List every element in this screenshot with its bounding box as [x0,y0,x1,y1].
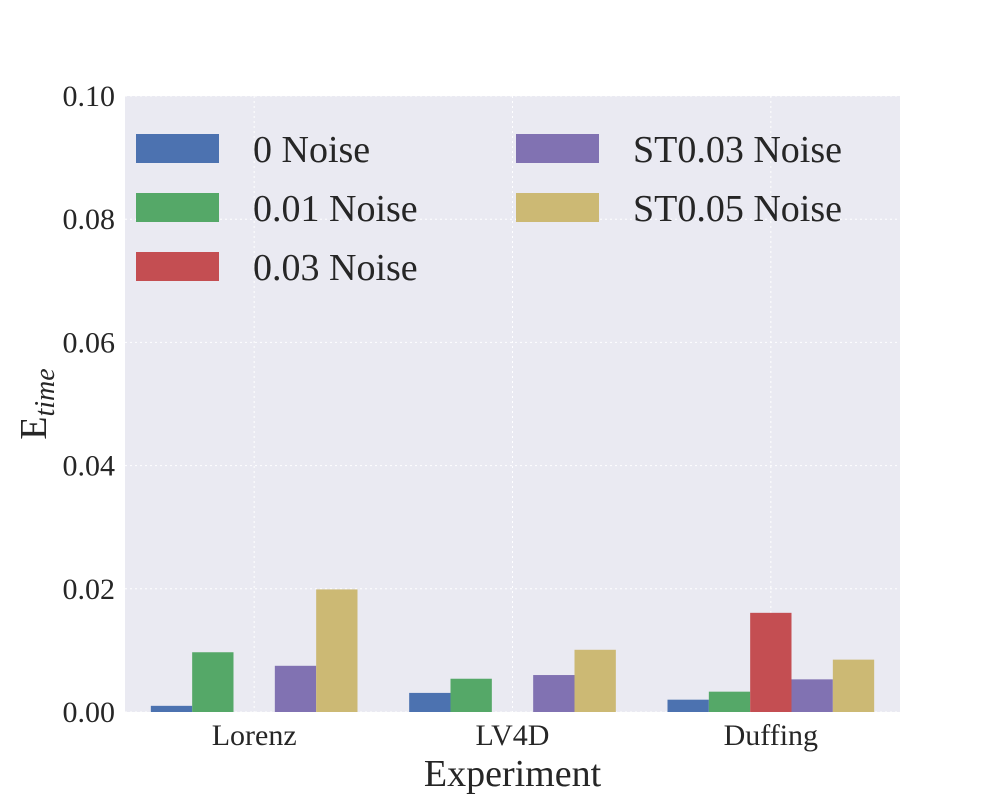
legend-swatch [516,134,599,163]
bar [750,612,792,712]
bar [667,699,709,712]
x-axis-ticks: Lorenz LV4D Duffing [212,719,818,752]
bar [574,649,616,712]
x-tick-label: Duffing [724,719,818,752]
bar [274,665,317,712]
legend-label: 0 Noise [253,129,370,171]
bar [533,675,575,712]
plot-area [125,96,900,712]
legend-label: ST0.05 Noise [633,188,842,230]
legend-label: 0.01 Noise [253,188,418,230]
y-axis-ticks: 0.00 0.02 0.04 0.06 0.08 0.10 [63,80,116,729]
y-axis-title-subscript: time [30,368,61,416]
legend-swatch [136,134,219,163]
y-tick-label: 0.10 [63,80,116,113]
legend: 0 Noise 0.01 Noise 0.03 Noise ST0.03 Noise S… [136,129,842,289]
legend-swatch [136,252,219,281]
y-axis-title-main: E [13,417,55,440]
y-tick-label: 0.00 [63,696,116,729]
y-axis-title: Etime [13,368,61,439]
bar [409,692,451,712]
legend-swatch [136,193,219,222]
x-tick-label: Lorenz [212,719,297,752]
legend-swatch [516,193,599,222]
y-tick-label: 0.08 [63,203,116,236]
bar [708,691,751,712]
x-axis-title: Experiment [424,753,602,795]
bar [791,679,833,712]
y-tick-label: 0.02 [63,573,116,606]
y-tick-label: 0.04 [63,450,116,483]
y-tick-label: 0.06 [63,326,116,359]
bar [192,652,234,712]
bar [832,659,875,712]
x-tick-label: LV4D [476,719,550,752]
bars [150,589,875,712]
bar [150,705,193,712]
legend-label: ST0.03 Noise [633,129,842,171]
legend-label: 0.03 Noise [253,247,418,289]
bar [450,678,492,712]
bar [316,589,358,712]
